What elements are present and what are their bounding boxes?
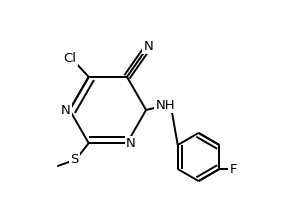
Text: NH: NH xyxy=(155,99,175,112)
Text: S: S xyxy=(70,153,79,166)
Text: F: F xyxy=(229,163,237,176)
Text: N: N xyxy=(126,137,136,150)
Text: N: N xyxy=(61,103,70,117)
Text: Cl: Cl xyxy=(64,52,77,65)
Text: N: N xyxy=(144,40,153,53)
